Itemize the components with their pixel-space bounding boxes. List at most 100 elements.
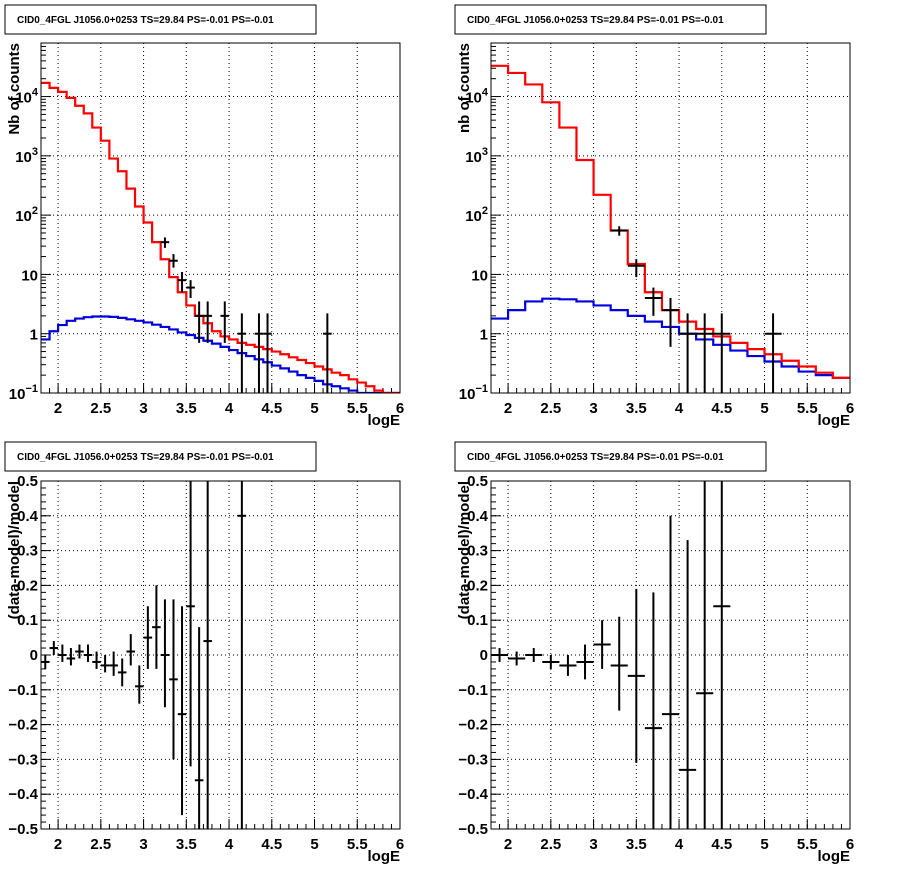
data-point [661,298,680,347]
y-tick-label: 0.3 [17,543,38,560]
data-point [713,313,731,393]
chart-title: CID0_4FGL J1056.0+0253 TS=29.84 PS=-0.01… [467,452,724,463]
y-axis-title: Nb of counts [6,43,23,135]
x-tick-label: 4.5 [261,836,282,853]
y-tick-base: 10 [15,208,32,225]
data-point [177,271,187,293]
y-axis-title: (data-model)/model [6,481,23,619]
title-box [454,4,767,35]
y-tick-label: 0.4 [17,508,39,525]
data-point [203,301,212,343]
data-point [764,313,782,393]
y-tick-label: −0.3 [8,751,38,768]
x-tick-label: 2 [54,400,62,417]
x-tick-label: 3.5 [176,836,197,853]
x-tick-label: 3.5 [626,400,647,417]
y-tick-exponent: 4 [482,87,489,99]
model-total-histogram [41,81,400,393]
y-tick-label: 102 [15,205,38,225]
data-point [263,313,272,393]
y-tick-label: −0.4 [458,786,488,803]
y-tick-label: 0 [480,647,488,664]
plot-frame [490,480,851,830]
y-tick-label: 0.1 [17,612,38,629]
data-point [491,648,509,662]
y-tick-exponent: 3 [482,146,488,158]
y-tick-label: 0.2 [467,577,488,594]
x-axis-title: logE [368,848,401,865]
y-tick-label: 0 [30,647,38,664]
x-tick-label: 5.5 [797,836,818,853]
x-axis-title: logE [368,412,401,429]
y-tick-label: −0.1 [458,682,488,699]
x-tick-label: 4 [225,836,234,853]
y-tick-label: 103 [15,146,38,166]
x-tick-label: 3.5 [176,400,197,417]
data-point [117,658,127,687]
data-point [66,648,76,666]
data-point [49,641,59,655]
title-box [4,441,317,472]
x-tick-label: 3.5 [626,836,647,853]
data-point [75,644,84,659]
x-tick-label: 5 [310,836,318,853]
data-point [679,313,697,393]
data-point [559,655,577,676]
data-point [696,481,714,829]
data-point [610,616,628,711]
x-tick-label: 5 [760,836,768,853]
data-point [169,254,178,268]
data-point [194,301,204,343]
data-point [58,644,67,662]
x-tick-label: 4.5 [711,836,732,853]
data-point [126,634,136,666]
plot-frame [40,42,401,394]
data-point [41,655,50,669]
model-source-histogram [41,315,400,393]
x-axis-title: logE [818,412,851,429]
data-point [220,301,230,343]
y-tick-exponent: −1 [25,383,38,395]
y-tick-base: 1 [30,327,38,344]
data-point [177,606,187,816]
y-tick-label: −0.1 [8,682,38,699]
y-tick-label: −0.4 [8,786,38,803]
y-tick-label: 103 [465,146,488,166]
y-tick-label: −0.5 [458,821,488,838]
y-tick-exponent: 3 [32,146,38,158]
data-point [194,627,204,829]
data-point [593,620,611,669]
data-point [610,226,628,236]
chart-panel-bottom-left: CID0_4FGL J1056.0+0253 TS=29.84 PS=-0.01… [4,441,404,865]
y-tick-base: 10 [21,267,38,284]
chart-panel-bottom-right: CID0_4FGL J1056.0+0253 TS=29.84 PS=-0.01… [454,441,854,865]
y-tick-exponent: 2 [32,205,38,217]
data-point [186,280,195,299]
data-point [576,644,594,680]
data-point [109,651,118,676]
y-tick-label: 1 [30,327,38,344]
chart-title: CID0_4FGL J1056.0+0253 TS=29.84 PS=-0.01… [17,452,274,463]
y-tick-exponent: 4 [32,87,39,99]
data-point [627,588,645,763]
y-tick-label: 0.5 [467,473,488,490]
data-point [169,599,178,760]
data-point [713,481,731,829]
title-box [454,441,767,472]
y-tick-label: −0.5 [8,821,38,838]
y-tick-label: −0.2 [458,717,488,734]
data-point [679,540,697,829]
data-point [152,585,161,669]
chart-title: CID0_4FGL J1056.0+0253 TS=29.84 PS=-0.01… [467,15,724,26]
x-tick-label: 2 [504,400,512,417]
x-tick-label: 3 [139,836,147,853]
y-tick-base: 10 [465,208,482,225]
y-tick-label: 1 [480,327,488,344]
y-tick-base: 1 [480,327,488,344]
x-tick-label: 5 [310,400,318,417]
x-tick-label: 3 [139,400,147,417]
y-tick-exponent: 2 [482,205,488,217]
data-point [525,648,543,662]
x-tick-label: 4 [675,836,684,853]
x-tick-label: 4 [225,400,234,417]
